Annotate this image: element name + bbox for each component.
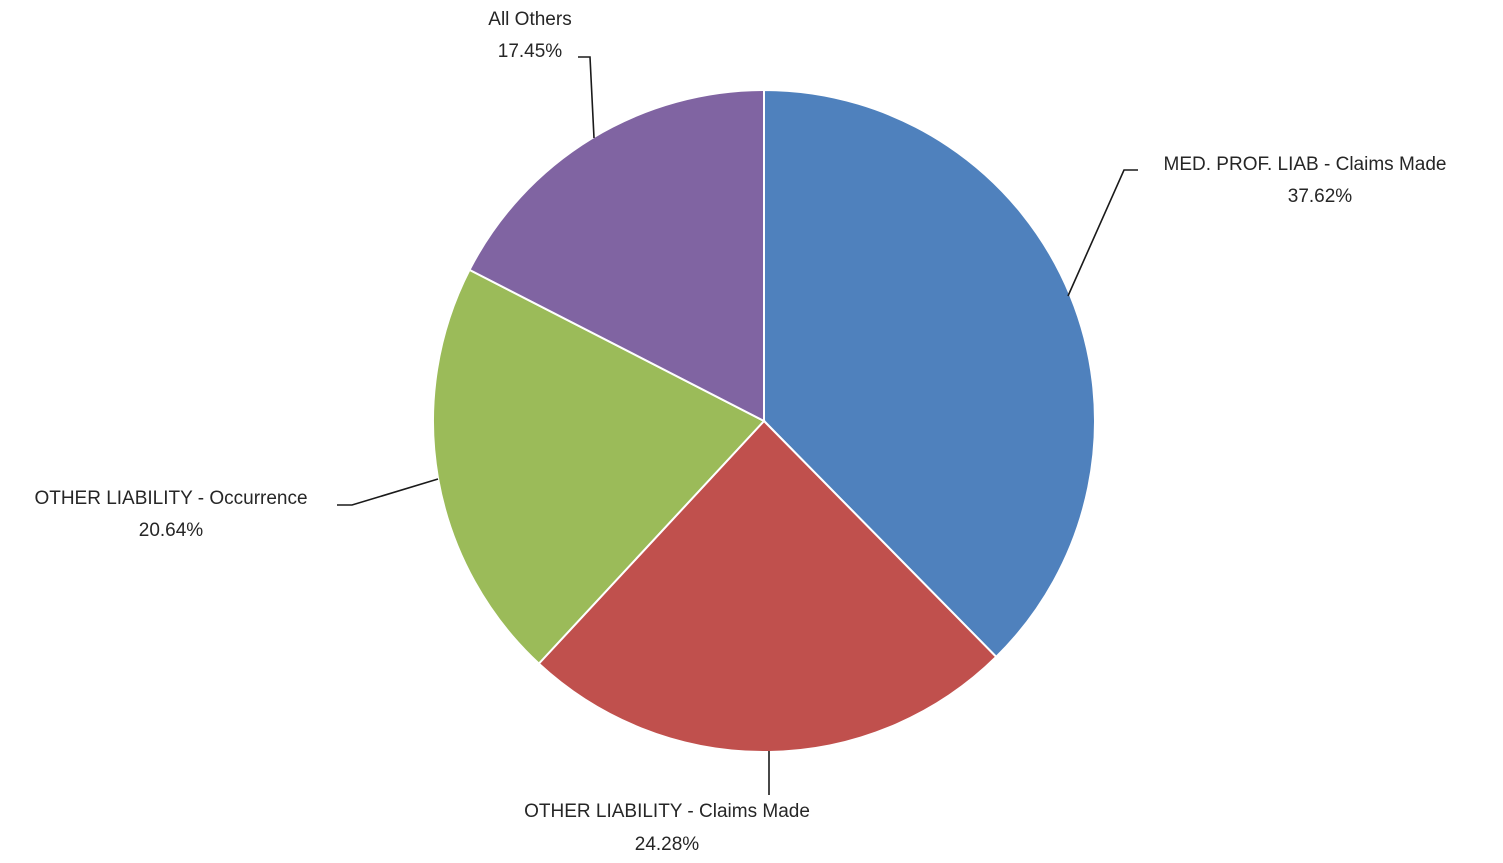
pie-slices — [432, 88, 1096, 753]
data-labels: MED. PROF. LIAB - Claims Made 37.62% OTH… — [34, 9, 1446, 855]
slice-label-name: MED. PROF. LIAB - Claims Made — [1164, 154, 1447, 175]
slice-label-name: OTHER LIABILITY - Claims Made — [524, 801, 810, 822]
pie-slice — [763, 88, 1096, 659]
slice-label-name: All Others — [488, 9, 571, 30]
pie-slice — [468, 88, 765, 423]
slice-label-name: OTHER LIABILITY - Occurrence — [34, 488, 307, 509]
leader-line — [578, 56, 595, 139]
slice-label-value: 37.62% — [1288, 186, 1353, 207]
leader-line — [337, 478, 439, 506]
slice-label-value: 17.45% — [498, 41, 563, 62]
pie-slice — [432, 268, 766, 666]
leader-line — [1067, 169, 1138, 297]
leader-lines — [337, 56, 1138, 795]
slice-label-value: 24.28% — [635, 834, 700, 855]
slice-label-value: 20.64% — [139, 520, 204, 541]
